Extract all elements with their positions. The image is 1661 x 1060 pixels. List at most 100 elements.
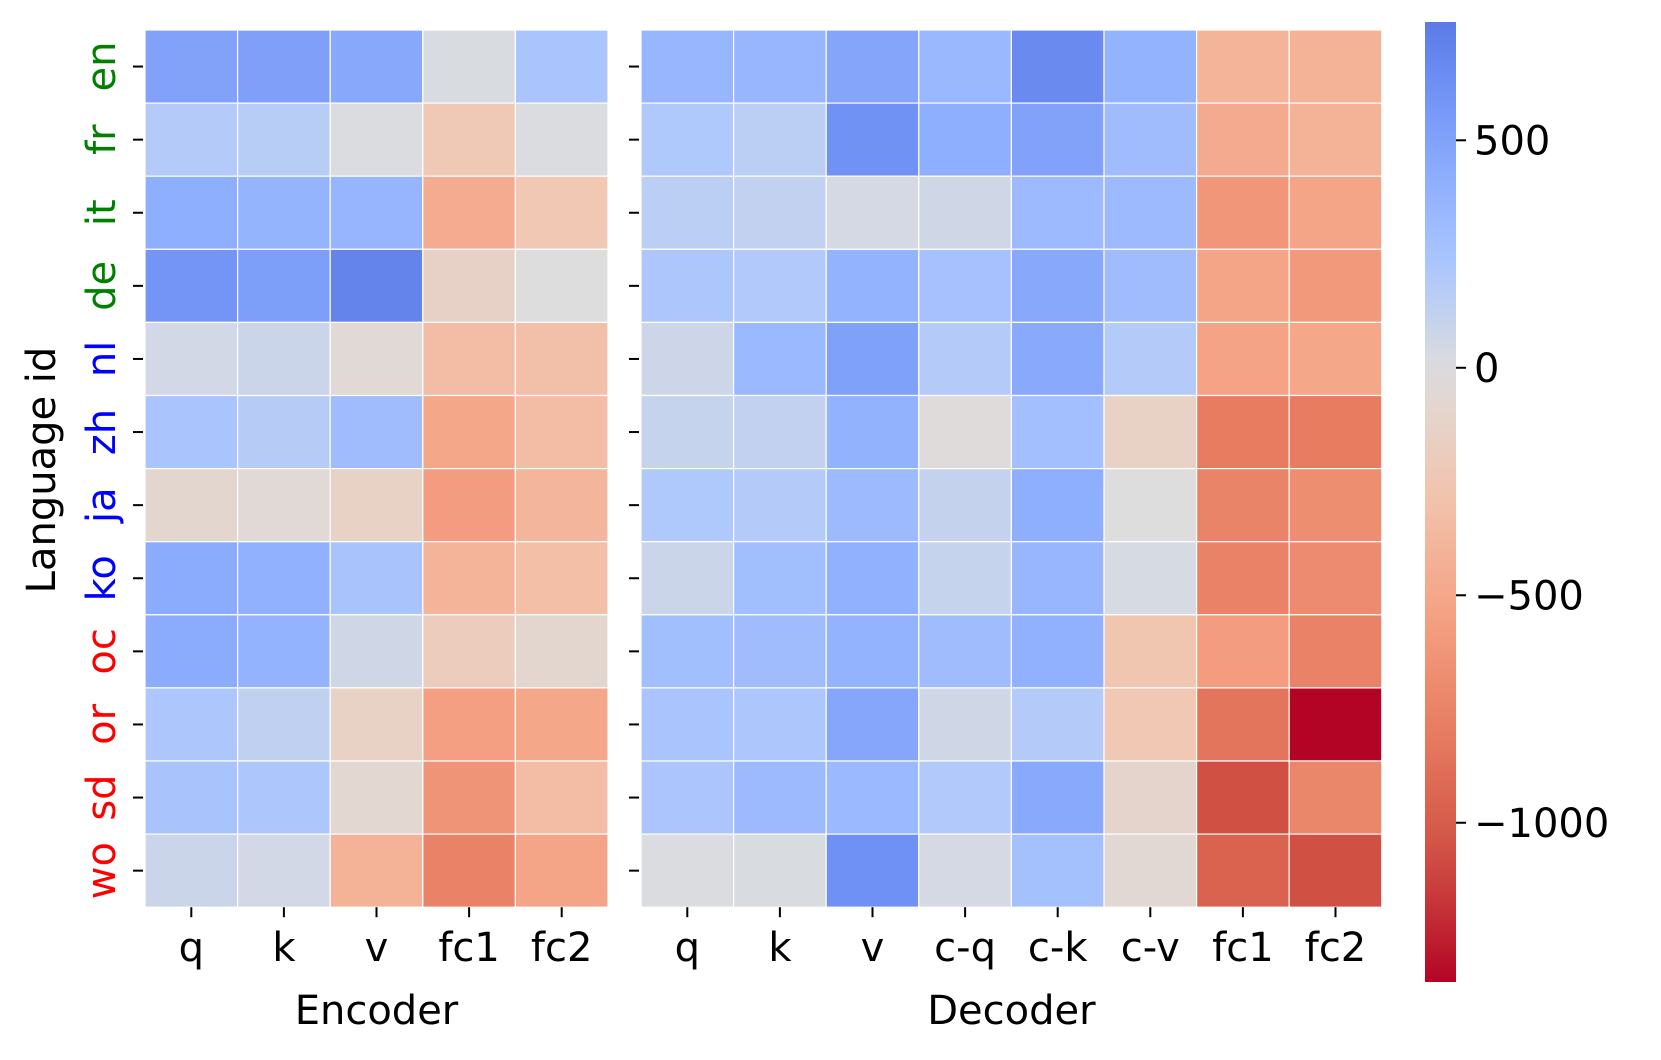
heatmap-cell (732, 248, 827, 324)
heatmap-cell (825, 29, 920, 104)
heatmap-cell (237, 541, 331, 616)
heatmap-cell (329, 321, 424, 397)
heatmap-cell (1288, 175, 1383, 250)
heatmap-cell (1103, 541, 1198, 616)
row-label-wo: wo (79, 842, 125, 899)
heatmap-cell (144, 614, 239, 689)
x-tick-label: k (768, 925, 792, 971)
heatmap-cell (144, 687, 239, 762)
heatmap-cell (732, 321, 827, 397)
heatmap-cell (514, 29, 609, 104)
heatmap-cell (514, 175, 609, 250)
heatmap-cell (144, 833, 239, 908)
heatmap-cell (732, 468, 827, 543)
heatmap-cell (1195, 833, 1290, 908)
heatmap-cell (1288, 833, 1383, 908)
heatmap-cell (329, 394, 424, 470)
heatmap-cell (514, 321, 609, 397)
heatmap-cell (514, 833, 609, 908)
heatmap-cell (144, 394, 239, 470)
heatmap-cell (237, 394, 331, 470)
heatmap-cell (732, 760, 827, 835)
heatmap-cell (422, 541, 516, 616)
heatmap-cell (422, 29, 516, 104)
heatmap-cell (825, 175, 920, 250)
heatmap-cell (144, 248, 239, 324)
heatmap-cell (1195, 102, 1290, 177)
heatmap-cell (732, 29, 827, 104)
heatmap-cell (640, 29, 735, 104)
heatmap-cell (422, 175, 516, 250)
heatmap-cell (422, 394, 516, 470)
heatmap-cell (422, 687, 516, 762)
heatmap-cell (1103, 394, 1198, 470)
colorbar (1425, 22, 1456, 982)
heatmap-cell (329, 29, 424, 104)
heatmap-cell (1010, 833, 1105, 908)
heatmap-cell (1195, 175, 1290, 250)
heatmap-cell (1010, 175, 1105, 250)
row-label-or: or (79, 703, 125, 744)
heatmap-cell (329, 175, 424, 250)
heatmap-cell (1195, 394, 1290, 470)
heatmap-cell (514, 687, 609, 762)
heatmap-cell (514, 468, 609, 543)
heatmap-cell (1195, 29, 1290, 104)
heatmap-cell (514, 614, 609, 689)
heatmap-cell (237, 321, 331, 397)
heatmap-cell (144, 321, 239, 397)
heatmap-cell (825, 833, 920, 908)
heatmap-cell (1288, 760, 1383, 835)
heatmap-cell (514, 248, 609, 324)
heatmap-cell (514, 541, 609, 616)
heatmap-cell (1288, 394, 1383, 470)
heatmap-cell (422, 468, 516, 543)
heatmap-cell (640, 541, 735, 616)
row-label-ja: ja (79, 487, 125, 524)
heatmap-cell (144, 102, 239, 177)
colorbar-tick-label: −500 (1474, 573, 1584, 619)
heatmap-cell (1195, 760, 1290, 835)
heatmap-cell (514, 102, 609, 177)
heatmap-cell (237, 468, 331, 543)
heatmap-cell (1288, 321, 1383, 397)
heatmap-cell (918, 248, 1012, 324)
heatmap-cell (237, 687, 331, 762)
row-label-sd: sd (79, 774, 125, 820)
heatmap-cell (640, 102, 735, 177)
heatmap-cell (825, 102, 920, 177)
heatmap-cell (329, 468, 424, 543)
x-axis-label: Encoder (295, 988, 459, 1034)
heatmap-cell (1010, 468, 1105, 543)
heatmap-cell (918, 29, 1012, 104)
heatmap-cell (825, 248, 920, 324)
heatmap-cell (918, 833, 1012, 908)
heatmap-cell (422, 321, 516, 397)
heatmap-cell (237, 248, 331, 324)
heatmap-cell (918, 468, 1012, 543)
x-tick-label: fc1 (1212, 925, 1274, 971)
heatmap-cell (640, 394, 735, 470)
heatmap-cell (918, 394, 1012, 470)
heatmap-cell (144, 29, 239, 104)
heatmap-cell (1103, 760, 1198, 835)
heatmap-cell (640, 175, 735, 250)
heatmap-cell (918, 102, 1012, 177)
heatmap-cell (732, 541, 827, 616)
heatmap-cell (1288, 29, 1383, 104)
heatmap-cell (1010, 29, 1105, 104)
heatmap-cell (918, 541, 1012, 616)
heatmap-cell (329, 248, 424, 324)
heatmap-cell (422, 248, 516, 324)
heatmap-cell (1288, 614, 1383, 689)
row-label-oc: oc (79, 628, 125, 674)
heatmap-cell (1103, 468, 1198, 543)
heatmap-cell (422, 102, 516, 177)
heatmap-cell (918, 175, 1012, 250)
heatmap-cell (144, 541, 239, 616)
heatmap-cell (422, 833, 516, 908)
row-label-fr: fr (79, 124, 125, 155)
heatmap-cell (1010, 687, 1105, 762)
colorbar-tick-label: −1000 (1474, 801, 1609, 847)
